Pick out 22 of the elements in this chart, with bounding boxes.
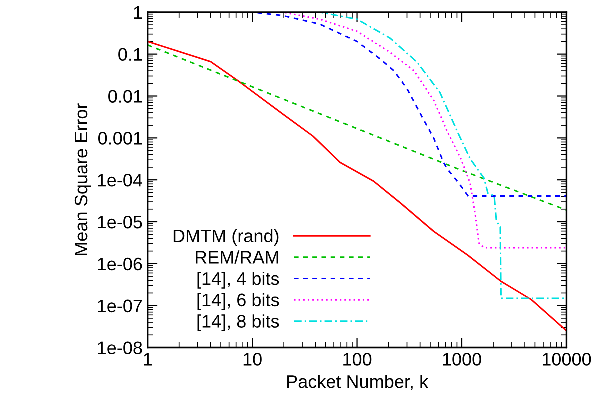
legend-label: [14], 4 bits <box>198 272 280 289</box>
y-tick-label: 1e-04 <box>98 174 142 187</box>
y-tick-label: 0.1 <box>118 48 142 62</box>
legend-label: REM/RAM <box>196 250 278 264</box>
y-tick-label: 1 <box>134 6 142 19</box>
x-tick-label: 10000 <box>542 353 592 366</box>
x-tick-label: 10 <box>244 353 262 366</box>
y-tick-label: 1e-08 <box>98 342 142 354</box>
legend-label: [14], 8 bits <box>198 314 280 332</box>
line-series <box>148 44 567 212</box>
y-axis-title: Mean Square Error <box>74 104 92 256</box>
x-tick-label: 1000 <box>443 353 482 366</box>
y-tick-label: 1e-06 <box>98 258 142 271</box>
x-axis-title: Packet Number, k <box>288 375 429 390</box>
y-tick-label: 0.01 <box>108 90 142 103</box>
y-tick-label: 1e-07 <box>98 300 142 313</box>
y-tick-label: 0.001 <box>98 132 142 145</box>
y-tick-label: 1e-05 <box>98 216 142 229</box>
x-tick-label: 1 <box>144 353 152 366</box>
x-tick-label: 100 <box>344 353 372 366</box>
legend-label: [14], 6 bits <box>198 293 280 310</box>
legend-label: DMTM (rand) <box>174 229 279 246</box>
